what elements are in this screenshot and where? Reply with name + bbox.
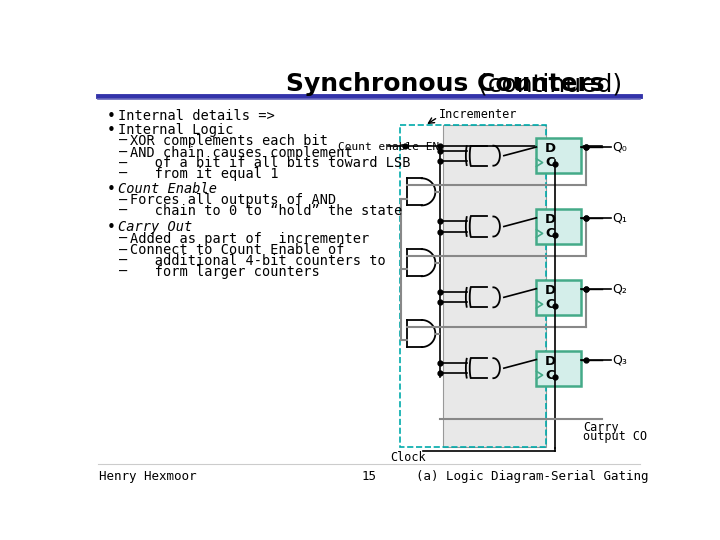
Text: Carry Out: Carry Out: [118, 220, 192, 234]
Text: Internal Logic: Internal Logic: [118, 123, 233, 137]
Text: –: –: [120, 232, 127, 246]
Text: –: –: [120, 167, 127, 181]
Text: output CO: output CO: [583, 430, 647, 443]
Text: Internal details =>: Internal details =>: [118, 110, 274, 124]
Text: D: D: [545, 355, 556, 368]
Text: –: –: [120, 254, 127, 268]
Text: D: D: [545, 284, 556, 297]
Text: Count Enable: Count Enable: [118, 182, 217, 196]
Text: AND chain causes complement: AND chain causes complement: [130, 146, 353, 160]
Bar: [536, 138, 581, 173]
Text: Q₃: Q₃: [612, 353, 627, 366]
Text: of a bit if all bits toward LSB: of a bit if all bits toward LSB: [130, 157, 411, 171]
Text: chain to 0 to “hold” the state: chain to 0 to “hold” the state: [130, 204, 402, 218]
Text: (continued): (continued): [469, 72, 622, 96]
Text: •: •: [107, 110, 116, 124]
Text: 15: 15: [361, 470, 377, 483]
Bar: [536, 351, 581, 386]
Text: –: –: [120, 146, 127, 160]
Text: –: –: [120, 244, 127, 258]
Text: –: –: [120, 193, 127, 207]
Text: Clock: Clock: [391, 450, 426, 463]
Text: Forces all outputs of AND: Forces all outputs of AND: [130, 193, 336, 207]
Text: –: –: [120, 157, 127, 171]
Text: Connect to Count Enable of: Connect to Count Enable of: [130, 244, 345, 258]
Text: Q₁: Q₁: [612, 211, 627, 224]
Text: –: –: [120, 265, 127, 279]
Text: D: D: [545, 142, 556, 155]
Text: C: C: [545, 369, 554, 382]
Text: (a) Logic Diagram-Serial Gating: (a) Logic Diagram-Serial Gating: [415, 470, 648, 483]
Text: Added as part of  incrementer: Added as part of incrementer: [130, 232, 369, 246]
Text: –: –: [120, 134, 127, 148]
Text: Incrementer: Incrementer: [438, 109, 517, 122]
Text: •: •: [107, 123, 116, 138]
Text: C: C: [545, 156, 554, 169]
Text: Count enable EN: Count enable EN: [338, 142, 439, 152]
Text: Q₂: Q₂: [612, 282, 627, 295]
Bar: [400, 125, 546, 447]
Text: Synchronous Counters: Synchronous Counters: [286, 72, 605, 96]
Text: C: C: [545, 227, 554, 240]
Text: Henry Hexmoor: Henry Hexmoor: [99, 470, 197, 483]
Text: C: C: [545, 298, 554, 311]
Text: form larger counters: form larger counters: [130, 265, 320, 279]
Text: Q₀: Q₀: [612, 140, 627, 153]
Text: –: –: [120, 204, 127, 218]
Text: additional 4-bit counters to: additional 4-bit counters to: [130, 254, 386, 268]
Text: XOR complements each bit: XOR complements each bit: [130, 134, 328, 148]
Text: •: •: [107, 220, 116, 235]
Text: D: D: [545, 213, 556, 226]
Text: •: •: [107, 182, 116, 197]
Bar: [536, 209, 581, 244]
Bar: [536, 280, 581, 315]
Text: Carry: Carry: [583, 421, 618, 434]
Bar: [444, 125, 546, 447]
Text: from it equal 1: from it equal 1: [130, 167, 279, 181]
